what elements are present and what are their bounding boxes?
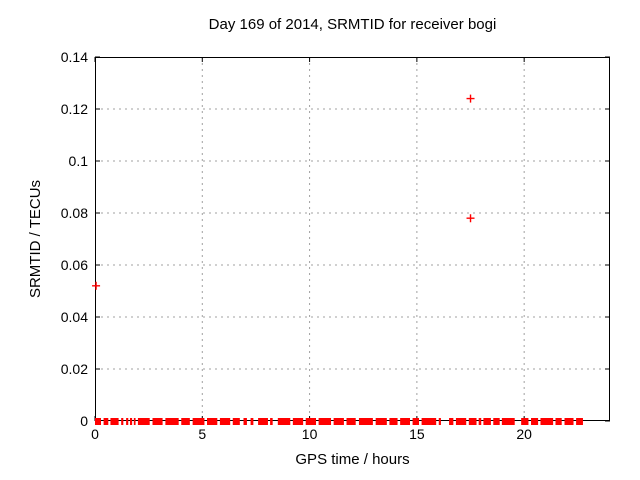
baseline-marker-cluster — [421, 418, 437, 425]
baseline-marker-cluster — [438, 418, 441, 425]
x-tick-label: 0 — [91, 426, 99, 442]
baseline-marker-cluster — [110, 418, 119, 425]
data-point-plus-marker — [466, 94, 475, 103]
y-tick-label: 0.06 — [61, 257, 88, 273]
baseline-marker-cluster — [358, 418, 373, 425]
baseline-marker-cluster — [121, 418, 124, 425]
baseline-marker-cluster — [318, 418, 332, 425]
x-axis-title: GPS time / hours — [295, 451, 410, 468]
baseline-marker-cluster — [258, 418, 268, 425]
baseline-marker-cluster — [468, 418, 477, 425]
x-tick-label: 10 — [302, 426, 318, 442]
baseline-marker-cluster — [478, 418, 482, 425]
baseline-marker-cluster — [333, 418, 344, 425]
baseline-marker-cluster — [555, 418, 562, 425]
y-tick-label: 0.08 — [61, 205, 88, 221]
y-tick-label: 0.04 — [61, 309, 88, 325]
baseline-marker-cluster — [165, 418, 179, 425]
y-tick-label: 0.12 — [61, 101, 88, 117]
y-tick-label: 0.02 — [61, 361, 88, 377]
x-tick-label: 15 — [409, 426, 425, 442]
baseline-marker-cluster — [192, 418, 205, 425]
baseline-marker-cluster — [207, 418, 218, 425]
y-tick-label: 0 — [80, 413, 88, 429]
baseline-marker-cluster — [181, 418, 190, 425]
baseline-marker-cluster — [455, 418, 467, 425]
baseline-marker-cluster — [243, 418, 247, 425]
baseline-marker-cluster — [493, 418, 500, 425]
baseline-marker-cluster — [346, 418, 356, 425]
x-tick-label: 20 — [516, 426, 532, 442]
baseline-marker-cluster — [449, 418, 454, 425]
baseline-marker-cluster — [576, 418, 583, 425]
baseline-marker-cluster — [292, 418, 304, 425]
baseline-marker-cluster — [531, 418, 539, 425]
baseline-marker-cluster — [219, 418, 231, 425]
baseline-marker-cluster — [126, 418, 129, 425]
data-point-plus-marker — [466, 214, 475, 223]
baseline-marker-cluster — [412, 418, 420, 425]
y-tick-label: 0.1 — [69, 153, 89, 169]
baseline-marker-cluster — [305, 418, 317, 425]
x-tick-label: 5 — [198, 426, 206, 442]
baseline-marker-cluster — [521, 418, 529, 425]
plot-border — [95, 57, 610, 421]
baseline-marker-cluster — [375, 418, 387, 425]
baseline-marker-cluster — [400, 418, 411, 425]
data-point-plus-marker — [92, 281, 101, 290]
baseline-marker-cluster — [95, 418, 102, 425]
baseline-marker-cluster — [540, 418, 554, 425]
baseline-marker-cluster — [137, 418, 150, 425]
baseline-marker-cluster — [483, 418, 491, 425]
y-tick-label: 0.14 — [61, 49, 88, 65]
baseline-marker-cluster — [129, 418, 133, 425]
baseline-marker-cluster — [389, 418, 398, 425]
baseline-marker-cluster — [270, 418, 273, 425]
baseline-marker-cluster — [250, 418, 254, 425]
baseline-marker-cluster — [152, 418, 163, 425]
baseline-marker-cluster — [133, 418, 136, 425]
baseline-marker-cluster — [232, 418, 240, 425]
chart-title: Day 169 of 2014, SRMTID for receiver bog… — [208, 16, 497, 33]
baseline-marker-cluster — [501, 418, 515, 425]
baseline-marker-cluster — [103, 418, 109, 425]
baseline-marker-cluster — [277, 418, 291, 425]
baseline-marker-cluster — [564, 418, 574, 425]
